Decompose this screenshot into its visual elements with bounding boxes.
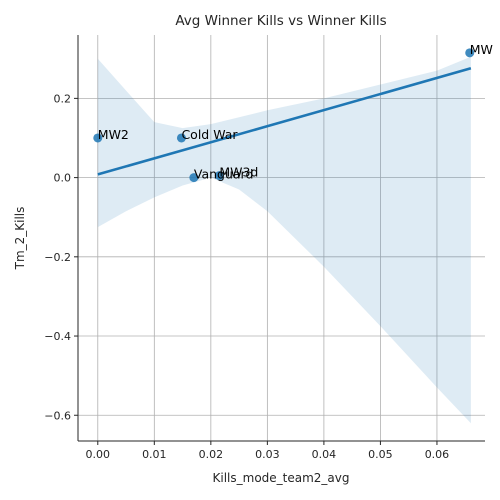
x-tick-label: 0.00: [86, 448, 111, 461]
data-point: [176, 133, 186, 143]
y-tick-label: −0.6: [44, 409, 71, 422]
point-label: MW2: [98, 127, 129, 142]
x-tick-label: 0.05: [368, 448, 393, 461]
chart-title: Avg Winner Kills vs Winner Kills: [175, 13, 386, 29]
point-label: Vanguard: [194, 167, 254, 182]
grid: [78, 35, 485, 441]
y-tick-label: 0.2: [54, 92, 72, 105]
data-point: [465, 48, 475, 58]
y-tick-label: −0.4: [44, 330, 71, 343]
x-tick-label: 0.03: [255, 448, 280, 461]
point-label: Cold War: [181, 127, 238, 142]
data-point: [189, 173, 199, 183]
x-tick-label: 0.01: [142, 448, 167, 461]
confidence-band: [97, 56, 471, 424]
point-label: MW3d: [219, 165, 258, 180]
point-label: MW: [470, 42, 493, 57]
data-points: [93, 48, 475, 183]
regression-line: [97, 67, 472, 176]
x-axis-ticks: 0.00 0.01 0.02 0.03 0.04 0.05 0.06: [86, 441, 450, 461]
y-axis-label: Tm_2_Kills: [13, 207, 27, 271]
data-point: [214, 171, 224, 181]
x-axis-label: Kills_mode_team2_avg: [213, 471, 350, 485]
y-tick-label: −0.2: [44, 251, 71, 264]
x-tick-label: 0.04: [312, 448, 337, 461]
x-tick-label: 0.02: [199, 448, 224, 461]
data-point: [93, 133, 103, 143]
y-tick-label: 0.0: [54, 172, 72, 185]
x-tick-label: 0.06: [425, 448, 450, 461]
y-axis-ticks: −0.6 −0.4 −0.2 0.0 0.2: [44, 92, 78, 422]
